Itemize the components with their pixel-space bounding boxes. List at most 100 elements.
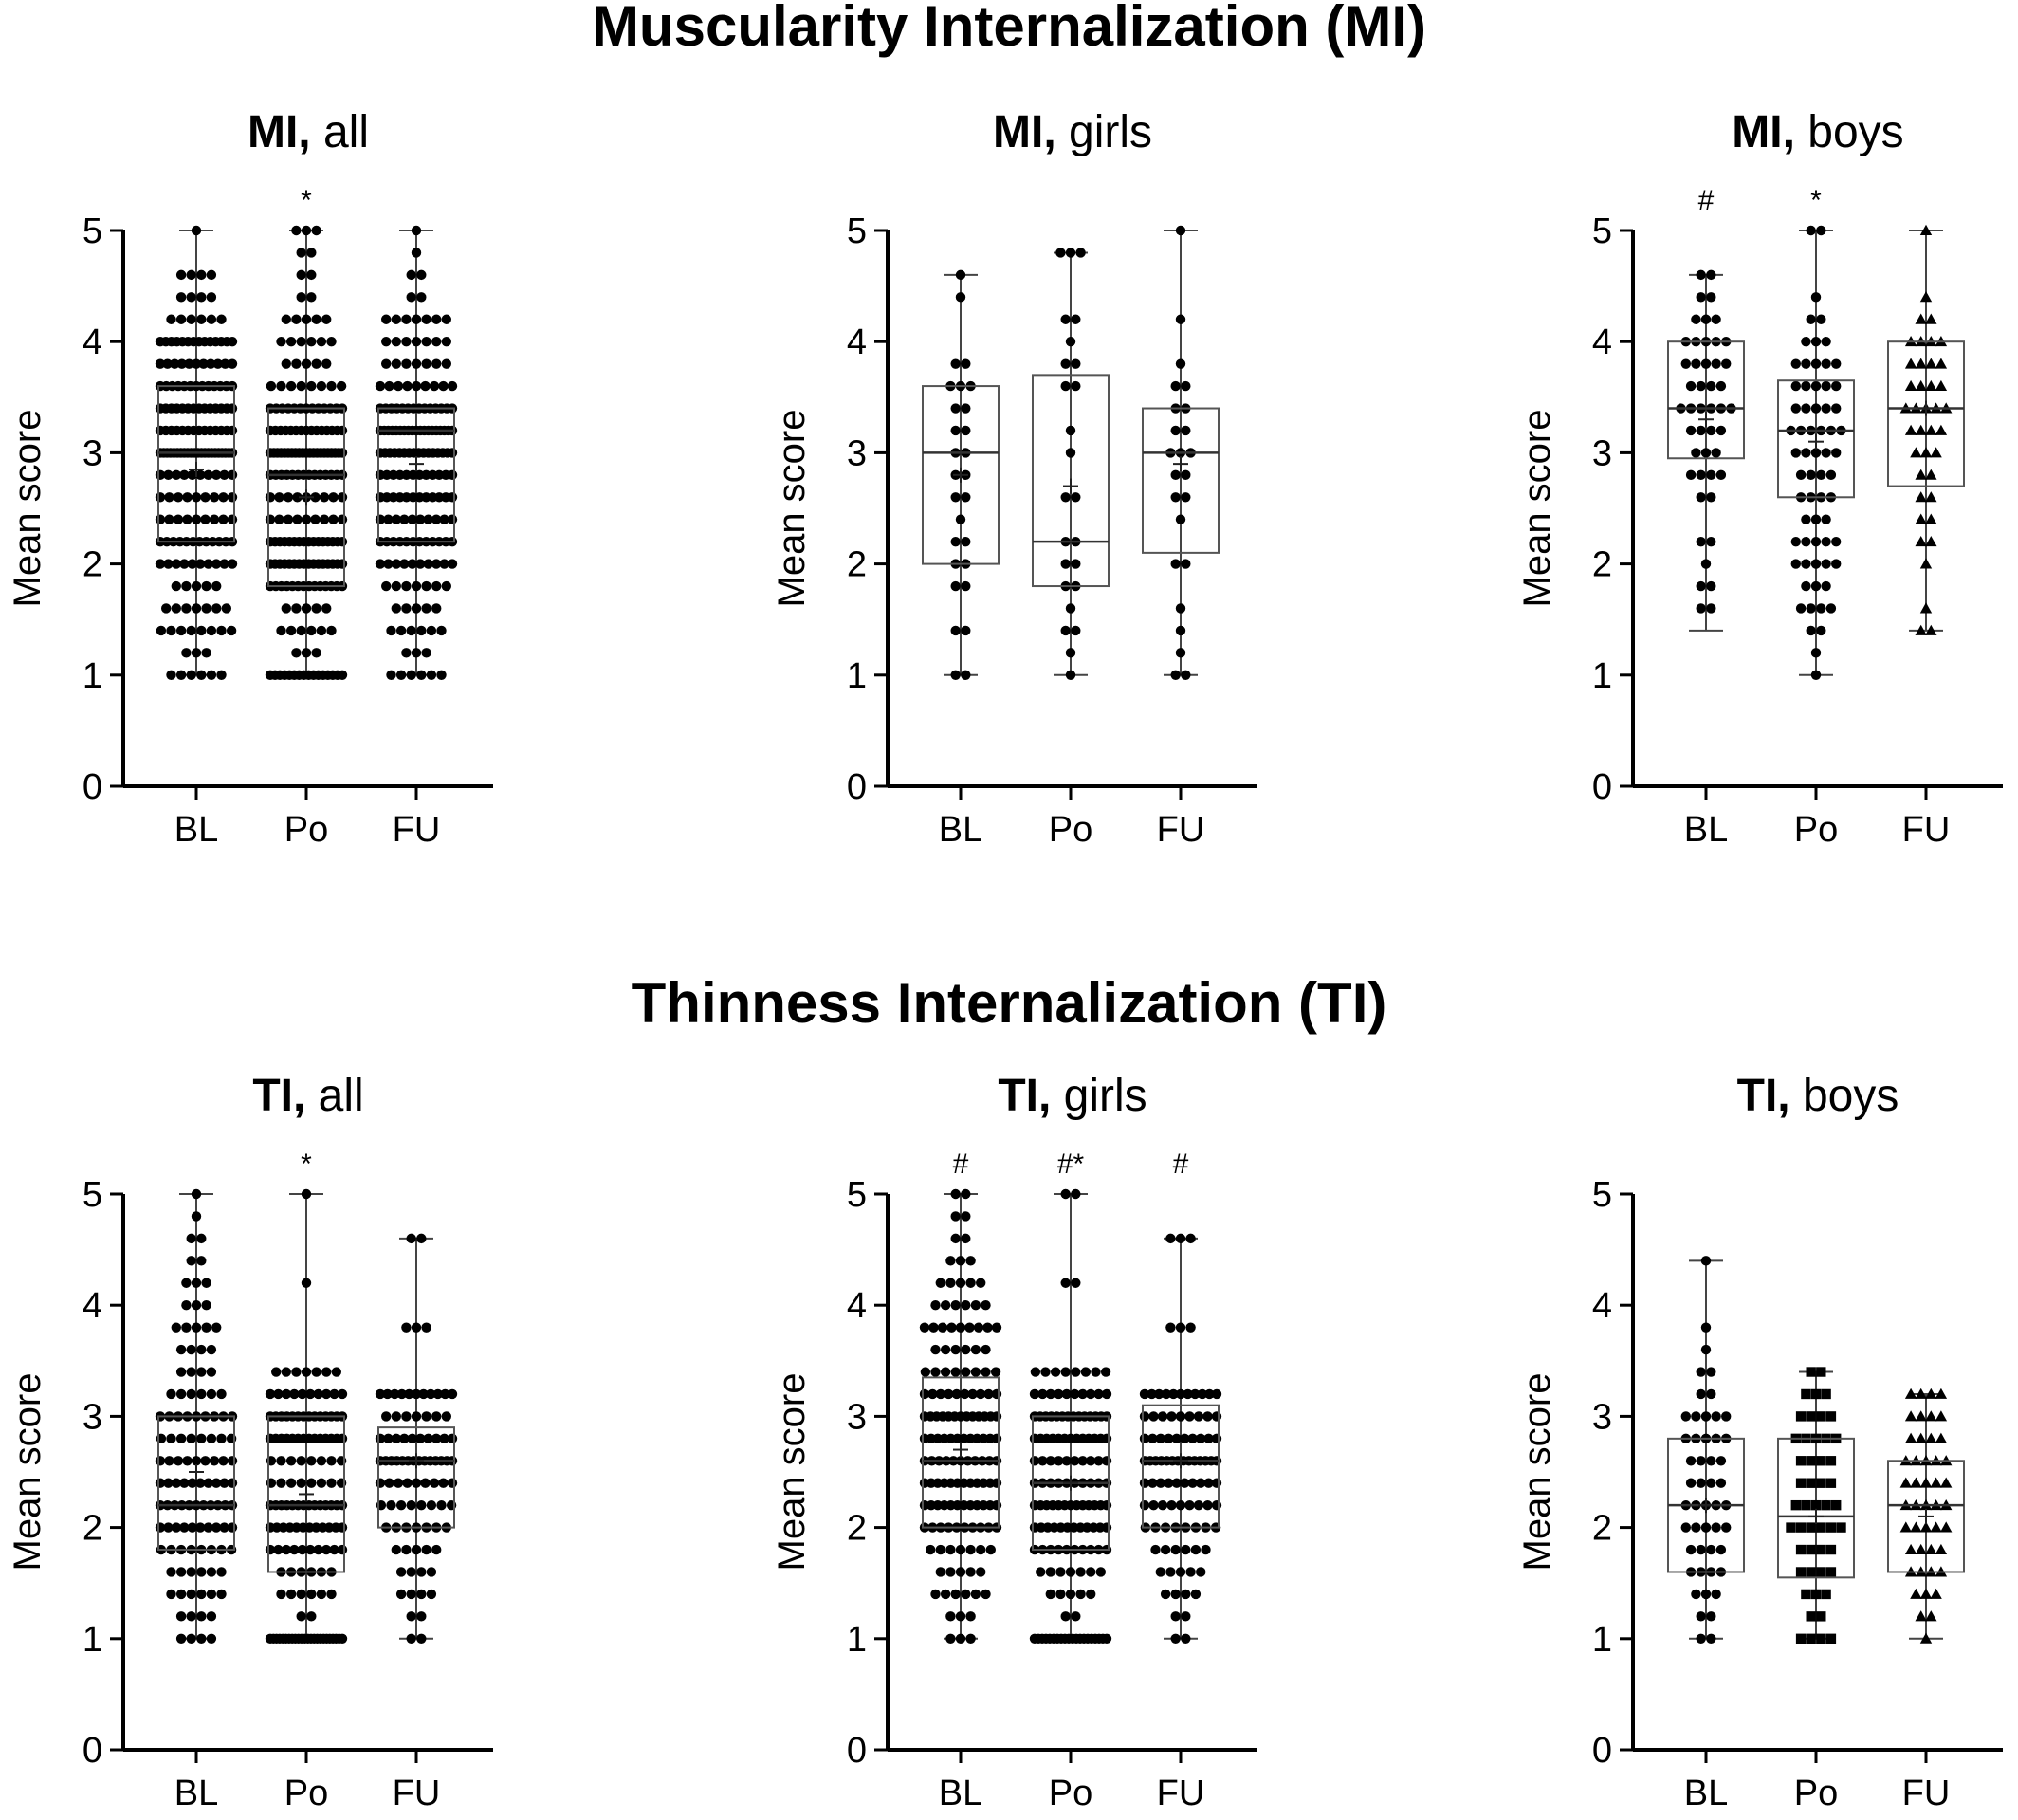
data-point	[306, 1589, 317, 1600]
data-point	[196, 1233, 207, 1244]
data-point	[209, 1456, 220, 1466]
data-point	[420, 380, 431, 392]
data-point	[1190, 1544, 1202, 1555]
data-point	[406, 269, 416, 281]
data-point	[1175, 1233, 1186, 1244]
data-point	[1801, 337, 1811, 347]
data-point	[1915, 535, 1927, 547]
data-point	[1101, 1456, 1112, 1466]
data-point	[416, 1499, 427, 1511]
y-tick-label: 3	[847, 433, 867, 473]
data-point	[186, 1611, 196, 1622]
data-point	[1925, 379, 1937, 392]
data-point	[399, 1433, 410, 1444]
data-point	[1825, 469, 1837, 481]
data-point	[161, 603, 172, 614]
data-point	[375, 559, 386, 569]
box-group-fu	[375, 1233, 458, 1645]
data-point	[1196, 1567, 1206, 1577]
data-point	[1810, 337, 1822, 347]
data-point	[328, 514, 339, 524]
data-point	[1925, 491, 1937, 503]
data-point	[1060, 314, 1071, 324]
data-point	[950, 358, 961, 369]
data-point	[1181, 1544, 1191, 1555]
data-point	[1790, 536, 1802, 547]
data-point	[191, 358, 202, 369]
data-point	[1065, 248, 1076, 258]
data-point	[306, 1456, 317, 1466]
data-point	[930, 1589, 941, 1600]
data-point	[1700, 1589, 1712, 1600]
data-point	[401, 314, 412, 324]
data-point	[426, 1589, 437, 1600]
data-point	[401, 337, 412, 347]
data-point	[227, 1456, 238, 1466]
significance-annotation: #	[1698, 185, 1715, 216]
data-point	[1821, 448, 1831, 458]
data-point	[1831, 380, 1842, 392]
data-point	[316, 380, 327, 392]
data-point	[421, 648, 431, 658]
data-point	[1801, 380, 1811, 392]
data-point	[163, 1478, 174, 1488]
data-point	[1795, 1522, 1807, 1533]
data-point	[1211, 1411, 1222, 1422]
data-point	[337, 1388, 348, 1400]
data-point	[1071, 358, 1081, 369]
data-point	[1821, 559, 1831, 569]
data-point	[1139, 1499, 1150, 1511]
data-point	[292, 514, 303, 524]
data-point	[1065, 1589, 1076, 1600]
box	[1887, 1460, 1965, 1573]
data-point	[950, 1367, 961, 1377]
data-point	[328, 492, 339, 503]
data-point	[447, 514, 458, 524]
data-point	[319, 492, 330, 503]
x-tick-label: Po	[1794, 1774, 1838, 1813]
data-point	[416, 1633, 427, 1645]
data-point	[961, 1188, 971, 1200]
data-point	[1700, 1256, 1712, 1266]
data-point	[186, 314, 196, 324]
data-point	[1050, 1367, 1061, 1377]
data-point	[200, 492, 211, 503]
data-point	[337, 670, 348, 680]
box-group-po	[1032, 248, 1110, 680]
data-point	[206, 358, 216, 369]
box-group-fu	[1139, 1233, 1222, 1645]
data-point	[945, 1544, 956, 1555]
data-point	[1055, 248, 1066, 258]
data-point	[1139, 1388, 1150, 1400]
data-point	[296, 1589, 306, 1600]
data-point	[186, 292, 196, 303]
data-point	[1181, 425, 1191, 436]
data-point	[265, 514, 276, 524]
data-point	[1915, 513, 1927, 524]
data-point	[1904, 1432, 1917, 1443]
data-point	[1715, 1456, 1727, 1466]
data-point	[1085, 1388, 1096, 1400]
panels-group: MI, all 0 1 2 3 4 5 Mean score BL Po * FU MI, girls 0…	[7, 107, 2003, 1813]
data-point	[1085, 1456, 1096, 1466]
y-tick-label: 3	[83, 1397, 102, 1437]
data-point	[950, 1344, 961, 1355]
data-point	[337, 536, 348, 547]
data-point	[1685, 1478, 1697, 1488]
data-point	[171, 1522, 182, 1533]
data-point	[1795, 1478, 1807, 1488]
data-point	[191, 580, 202, 592]
data-point	[386, 670, 396, 680]
data-point	[201, 1278, 211, 1288]
box-group-fu	[1887, 1388, 1965, 1644]
y-tick-label: 0	[1592, 767, 1612, 807]
data-point	[171, 580, 181, 592]
data-point	[1810, 580, 1822, 592]
data-point	[406, 1611, 416, 1622]
data-point	[1170, 1633, 1181, 1645]
data-point	[401, 580, 412, 592]
data-point	[321, 1388, 332, 1400]
data-point	[1071, 1611, 1081, 1622]
data-point	[950, 1211, 961, 1222]
y-tick-label: 5	[847, 211, 867, 251]
